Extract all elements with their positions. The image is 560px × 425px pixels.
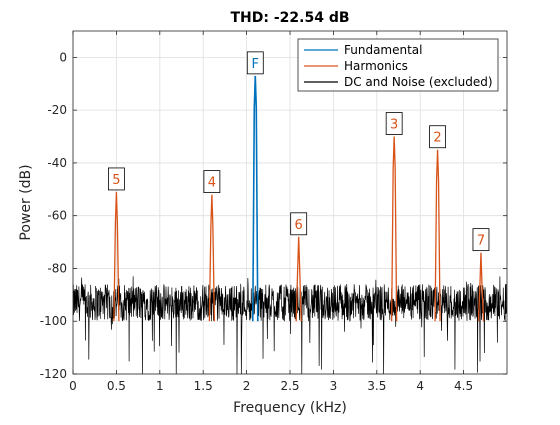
harmonic-peak-line — [477, 252, 485, 322]
harmonic-peak-7 — [477, 252, 485, 322]
harmonic-label-7: 7 — [477, 234, 485, 249]
harmonic-peak-line — [295, 236, 302, 322]
x-tick-label: 3.5 — [367, 379, 386, 393]
legend: Fundamental Harmonics DC and Noise (exclud… — [297, 38, 499, 92]
harmonic-label-3: 3 — [390, 118, 398, 133]
x-tick-label: 1.5 — [194, 379, 213, 393]
y-tick-label: -20 — [47, 103, 67, 117]
fundamental-label-box — [246, 51, 264, 75]
legend-label-2: Harmonics — [344, 59, 408, 73]
harmonic-label-2: 2 — [433, 131, 441, 146]
legend-label-1: Fundamental — [344, 43, 423, 57]
y-tick-label: -80 — [47, 261, 67, 275]
harmonic-label-box-3 — [385, 112, 403, 135]
harmonic-peak-line — [434, 149, 441, 322]
fundamental-peak — [251, 75, 259, 322]
harmonic-label-box-7 — [472, 228, 490, 252]
y-tick-label: -120 — [40, 367, 67, 381]
y-tick-label: 0 — [59, 50, 67, 64]
legend-label-3: DC and Noise (excluded) — [344, 75, 493, 89]
harmonic-peak-line — [391, 136, 398, 322]
y-tick-label: -100 — [40, 314, 67, 328]
harmonic-label-box-4 — [203, 170, 221, 193]
harmonic-peak-5 — [113, 191, 120, 322]
x-tick-label: 4.5 — [454, 379, 473, 393]
x-tick-label: 2.5 — [280, 379, 299, 393]
peak-annotations: 2 3 4 5 6 7 F — [108, 51, 490, 252]
harmonic-label-box-5 — [108, 167, 125, 191]
x-tick-label: 0.5 — [107, 379, 126, 393]
harmonic-peak-line — [113, 191, 120, 322]
harmonic-peak-3 — [391, 136, 398, 322]
x-tick-label: 1 — [156, 379, 164, 393]
harmonic-label-6: 6 — [295, 218, 303, 233]
harmonic-peak-6 — [295, 236, 302, 322]
harmonic-label-5: 5 — [112, 173, 120, 188]
harmonic-label-4: 4 — [208, 176, 216, 191]
harmonic-peak-2 — [434, 149, 441, 322]
x-tick-label: 2 — [243, 379, 251, 393]
axes: 0 0.5 1 1.5 2 2.5 3 3.5 4 4.5 -120 -100 -80 -60 -40 -20… — [40, 30, 508, 393]
y-tick-label: -60 — [47, 209, 67, 223]
x-axis-label: Frequency (kHz) — [233, 400, 347, 416]
x-tick-label: 4 — [416, 379, 424, 393]
y-axis-label: Power (dB) — [18, 164, 34, 240]
harmonic-peak-line — [208, 194, 216, 322]
x-tick-label: 0 — [69, 379, 77, 393]
harmonic-peak-4 — [208, 194, 216, 322]
x-tick-label: 3 — [330, 379, 338, 393]
chart-title: THD: -22.54 dB — [230, 10, 349, 26]
harmonic-label-box-6 — [290, 212, 308, 236]
fundamental-peak-line — [251, 75, 259, 322]
harmonic-label-box-2 — [429, 125, 446, 149]
plot-area — [73, 75, 507, 374]
fundamental-label: F — [252, 57, 259, 72]
y-tick-label: -40 — [47, 156, 67, 170]
noise-series-line — [73, 276, 507, 374]
